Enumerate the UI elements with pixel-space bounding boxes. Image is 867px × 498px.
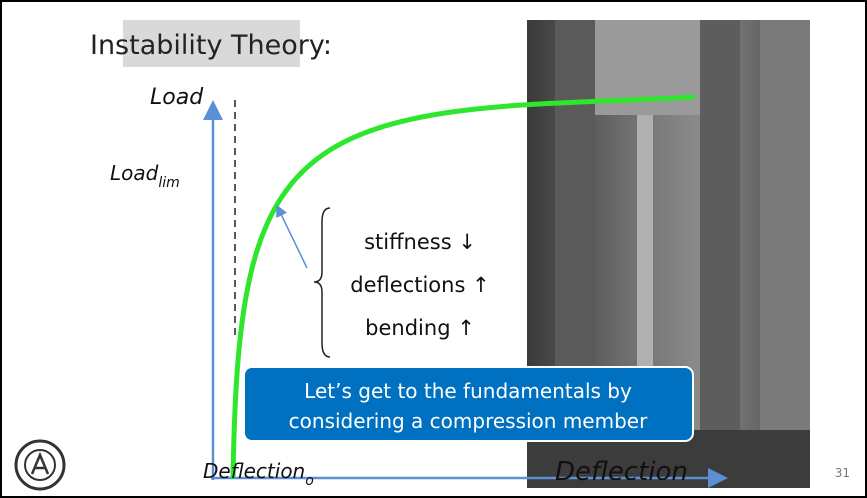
- effect-item: bending ↑: [365, 316, 475, 340]
- callout-line: considering a compression member: [289, 409, 648, 433]
- effect-item: stiffness ↓: [364, 230, 476, 254]
- effect-item: deflections ↑: [350, 273, 489, 297]
- page-number: 31: [835, 466, 850, 480]
- logo: [16, 441, 64, 489]
- limit-subscript: lim: [158, 175, 179, 191]
- slide: Instability Theory: Load Loadlim Deflect…: [0, 0, 867, 498]
- origin-text: Deflection: [203, 459, 305, 483]
- y-axis-label: Load: [150, 85, 204, 110]
- effects-list: stiffness ↓ deflections ↑ bending ↑: [350, 230, 489, 340]
- x-axis-label: Deflection: [555, 457, 688, 487]
- limit-text: Load: [110, 161, 159, 185]
- callout-line: Let’s get to the fundamentals by: [304, 379, 632, 403]
- origin-subscript: o: [305, 473, 314, 489]
- title: Instability Theory:: [90, 30, 332, 61]
